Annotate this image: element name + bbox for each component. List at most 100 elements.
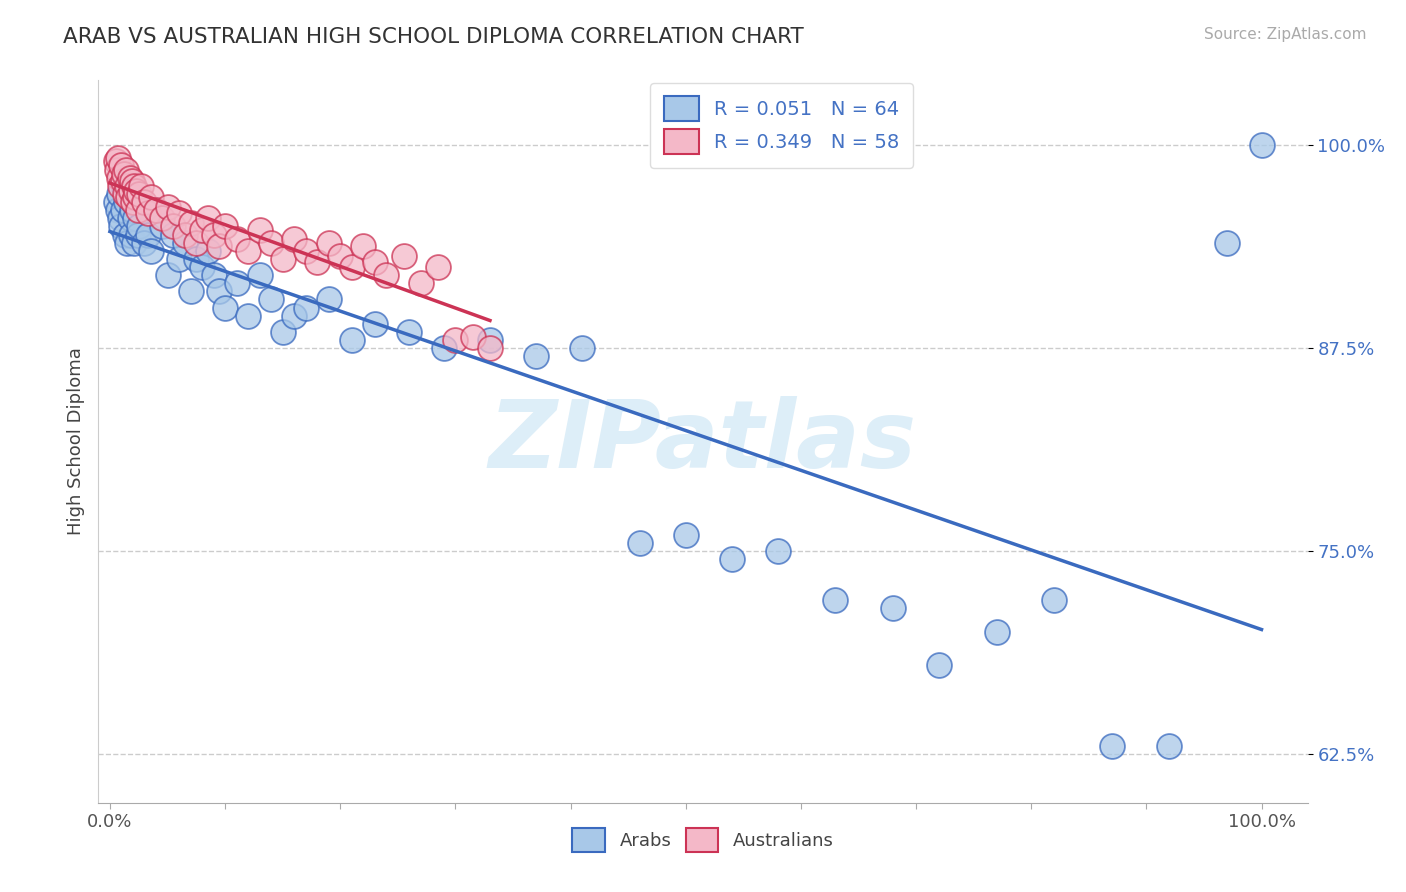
Point [214,301,236,315]
Point [409,277,432,291]
Point [112,168,135,182]
Point [191,222,214,236]
Point [433,341,456,355]
Point [145,203,167,218]
Point [107,203,129,218]
Point [208,239,231,253]
Point [398,325,420,339]
Point [120,184,142,198]
Point [882,601,904,615]
Point [127,227,149,242]
Point [110,219,132,234]
Point [202,227,225,242]
Point [1250,138,1272,153]
Point [108,170,131,185]
Point [125,184,148,198]
Point [249,268,271,282]
Point [225,277,247,291]
Point [118,170,141,185]
Point [118,211,141,226]
Point [125,186,148,201]
Point [271,325,294,339]
Point [294,301,316,315]
Point [122,195,145,210]
Point [128,219,150,234]
Point [121,174,143,188]
Point [110,178,132,193]
Point [112,178,135,193]
Point [114,186,136,201]
Point [364,317,387,331]
Point [120,227,142,242]
Point [766,544,789,558]
Point [136,227,159,242]
Point [128,186,150,201]
Legend: Arabs, Australians: Arabs, Australians [565,822,841,859]
Point [236,309,259,323]
Point [162,227,184,242]
Point [375,268,398,282]
Point [162,219,184,234]
Point [294,244,316,258]
Point [986,625,1008,640]
Point [115,235,138,250]
Point [173,235,195,250]
Point [105,162,128,177]
Point [180,285,202,299]
Point [145,203,167,218]
Point [318,235,340,250]
Point [928,657,950,672]
Point [127,203,149,218]
Point [136,206,159,220]
Point [117,186,139,201]
Point [1216,235,1239,250]
Point [122,195,145,210]
Point [208,285,231,299]
Point [122,178,145,193]
Point [150,219,173,234]
Point [202,268,225,282]
Point [156,268,179,282]
Point [150,211,173,226]
Y-axis label: High School Diploma: High School Diploma [66,348,84,535]
Text: ARAB VS AUSTRALIAN HIGH SCHOOL DIPLOMA CORRELATION CHART: ARAB VS AUSTRALIAN HIGH SCHOOL DIPLOMA C… [63,27,804,46]
Point [167,206,190,220]
Point [628,536,651,550]
Point [141,190,163,204]
Point [111,174,134,188]
Point [122,235,145,250]
Point [107,151,129,165]
Text: Source: ZipAtlas.com: Source: ZipAtlas.com [1204,27,1367,42]
Point [124,190,146,204]
Point [197,211,219,226]
Point [104,195,127,210]
Point [111,203,134,218]
Point [121,203,143,218]
Point [427,260,450,274]
Point [1043,592,1066,607]
Point [824,592,846,607]
Point [180,216,202,230]
Point [283,232,305,246]
Point [340,333,363,347]
Point [318,293,340,307]
Point [283,309,305,323]
Point [236,244,259,258]
Point [115,162,138,177]
Point [156,200,179,214]
Point [364,255,387,269]
Point [392,249,415,263]
Point [340,260,363,274]
Point [249,222,271,236]
Point [114,227,136,242]
Point [461,330,484,344]
Point [129,178,152,193]
Point [115,195,138,210]
Point [214,219,236,234]
Point [141,244,163,258]
Point [186,235,208,250]
Point [307,255,329,269]
Point [173,227,195,242]
Point [478,341,501,355]
Point [110,158,132,172]
